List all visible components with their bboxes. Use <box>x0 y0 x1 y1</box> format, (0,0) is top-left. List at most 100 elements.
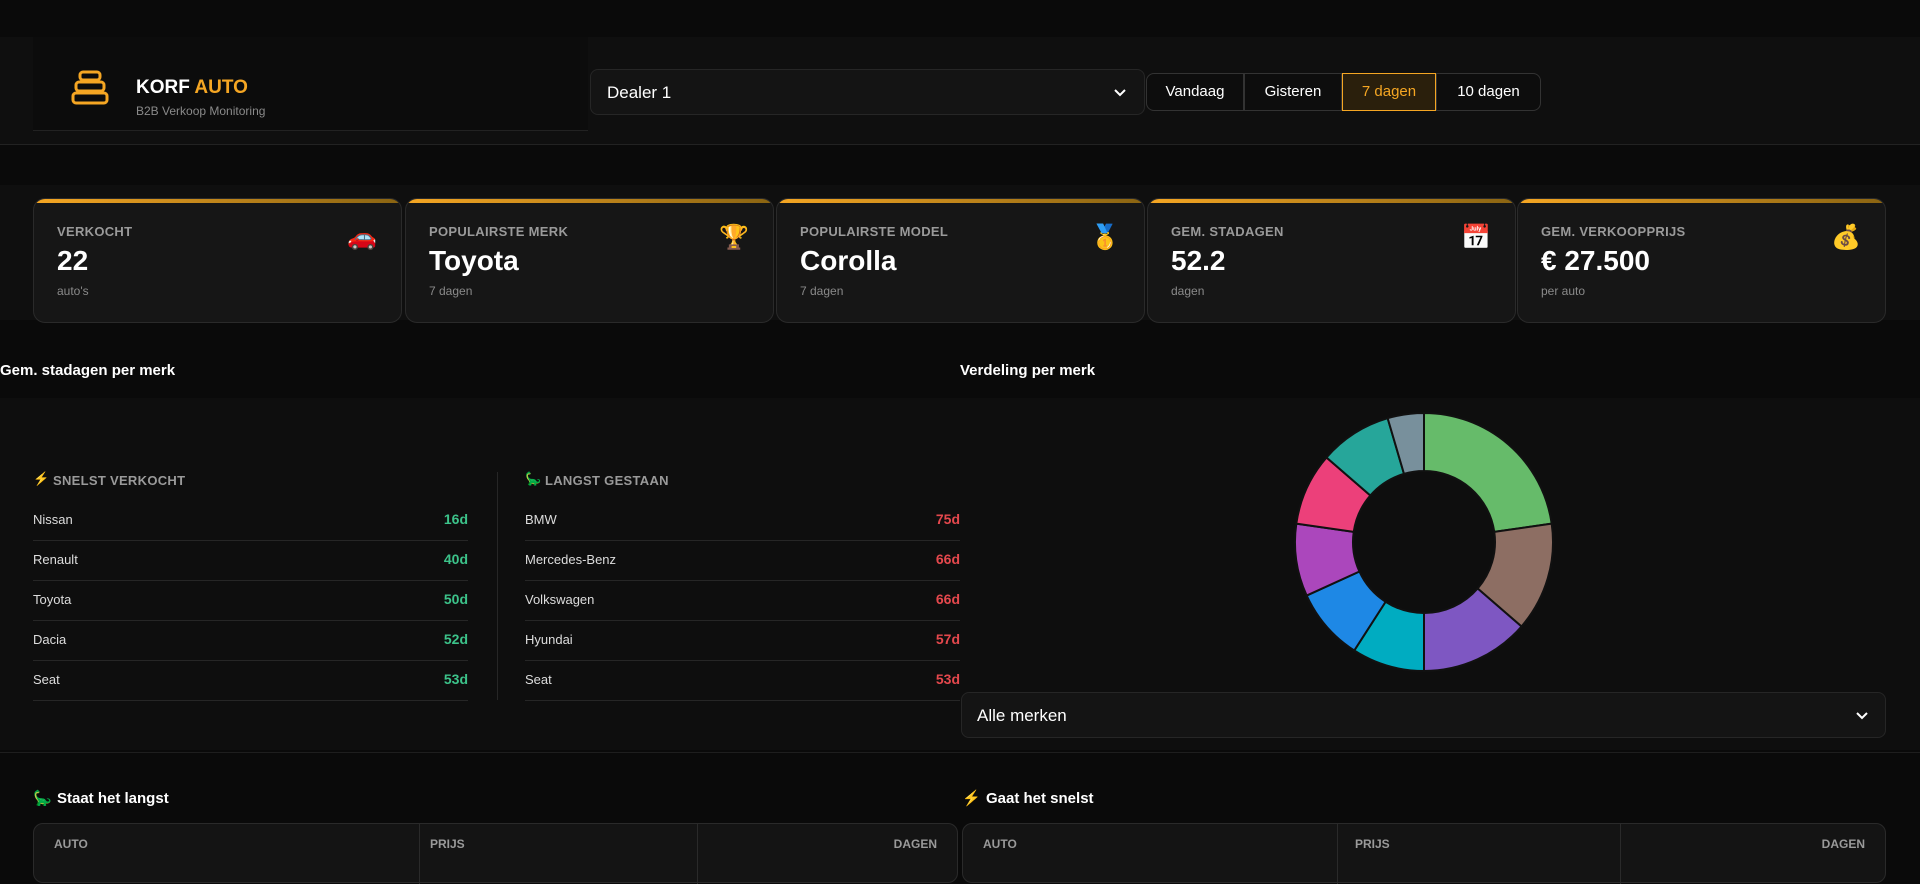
column-header: AUTO <box>983 837 1017 851</box>
stat-sub: auto's <box>57 284 89 298</box>
column-header: PRIJS <box>430 837 465 851</box>
stat-sub: 7 dagen <box>800 284 844 298</box>
row-line <box>525 662 960 701</box>
stat-label: GEM. VERKOOPPRIJS <box>1541 224 1686 239</box>
row-days: 50d <box>443 591 468 607</box>
dealer-select-value: Dealer 1 <box>607 83 672 102</box>
column-header: DAGEN <box>893 837 937 851</box>
logo-icon <box>71 70 109 105</box>
table: AUTO PRIJS DAGEN <box>33 823 958 884</box>
donut-chart <box>1294 411 1554 673</box>
divider <box>0 752 1920 753</box>
table: AUTO PRIJS DAGEN <box>962 823 1886 884</box>
row-brand: Volkswagen <box>525 592 595 607</box>
page: KORF AUTO B2B Verkoop Monitoring Dealer … <box>0 37 1920 884</box>
stat-label: POPULAIRSTE MODEL <box>800 224 949 239</box>
stat-value: Toyota <box>429 245 519 276</box>
period-buttons: Vandaag Gisteren 7 dagen 10 dagen <box>1146 73 1541 111</box>
stat-value: 52.2 <box>1171 245 1226 276</box>
card-accent <box>34 199 401 203</box>
stat-icon: 💰 <box>1831 224 1861 251</box>
list-title: SNELST VERKOCHT <box>53 473 186 488</box>
section-title: Verdeling per merk <box>960 362 1096 379</box>
row-days: 75d <box>935 511 960 527</box>
stat-icon: 🚗 <box>347 224 377 251</box>
row-days: 66d <box>935 551 960 567</box>
row-brand: Toyota <box>33 592 72 607</box>
stat-sub: 7 dagen <box>429 284 473 298</box>
table-title: Gaat het snelst <box>986 790 1094 807</box>
brand-accent: AUTO <box>194 77 248 98</box>
table-title: Staat het langst <box>57 790 169 807</box>
stat-value: € 27.500 <box>1541 245 1650 276</box>
stat-label: VERKOCHT <box>57 224 133 239</box>
logo-box: KORF AUTO B2B Verkoop Monitoring <box>33 37 588 131</box>
period-button[interactable]: 10 dagen <box>1436 73 1541 111</box>
stat-value: 22 <box>57 245 89 276</box>
list-title: LANGST GESTAAN <box>545 473 669 488</box>
stat-card: GEM. STADAGEN 52.2 dagen 📅 <box>1147 198 1516 323</box>
stat-sub: dagen <box>1171 284 1205 298</box>
row-brand: Renault <box>33 552 78 567</box>
period-button[interactable]: Gisteren <box>1244 73 1342 111</box>
row-brand: Seat <box>525 672 552 687</box>
table-icon: 🦕 <box>33 790 52 807</box>
column-divider <box>1620 824 1621 884</box>
row-line <box>525 542 960 581</box>
card-accent <box>406 199 773 203</box>
row-brand: Nissan <box>33 512 73 527</box>
row-line <box>33 502 468 541</box>
row-days: 52d <box>443 631 468 647</box>
row-days: 57d <box>935 631 960 647</box>
card-accent <box>1518 199 1885 203</box>
stat-card: VERKOCHT 22 auto's 🚗 <box>33 198 402 323</box>
brand-select-value: Alle merken <box>977 706 1067 725</box>
row-brand: Seat <box>33 672 60 687</box>
divider <box>497 472 498 700</box>
row-line <box>525 622 960 661</box>
row-brand: Mercedes-Benz <box>525 552 617 567</box>
column-header: AUTO <box>54 837 88 851</box>
row-brand: Hyundai <box>525 632 573 647</box>
row-brand: BMW <box>525 512 557 527</box>
period-button[interactable]: Vandaag <box>1146 73 1244 111</box>
stat-card: POPULAIRSTE MERK Toyota 7 dagen 🏆 <box>405 198 774 323</box>
column-header: DAGEN <box>1821 837 1865 851</box>
list-icon: ⚡ <box>33 471 50 486</box>
stat-icon: 🏆 <box>719 224 749 251</box>
list-icon: 🦕 <box>525 471 542 486</box>
row-line <box>33 542 468 581</box>
dashboard: KORF AUTO B2B Verkoop Monitoring Dealer … <box>0 37 1920 884</box>
row-days: 16d <box>443 511 468 527</box>
stat-label: POPULAIRSTE MERK <box>429 224 569 239</box>
row-days: 53d <box>935 671 960 687</box>
row-line <box>525 502 960 541</box>
period-button[interactable]: 7 dagen <box>1342 73 1436 111</box>
subtitle: B2B Verkoop Monitoring <box>136 104 266 118</box>
chevron <box>1114 89 1126 97</box>
stat-card: POPULAIRSTE MODEL Corolla 7 dagen 🥇 <box>776 198 1145 323</box>
slice <box>1386 411 1425 476</box>
column-divider <box>1337 824 1338 884</box>
brand-select[interactable]: Alle merken <box>961 692 1886 738</box>
charts-band <box>0 398 1920 750</box>
stat-value: Corolla <box>800 245 897 276</box>
dealer-select[interactable]: Dealer 1 <box>590 69 1145 115</box>
row-days: 53d <box>443 671 468 687</box>
brand: KORF AUTO <box>136 77 248 99</box>
row-line <box>33 622 468 661</box>
row-line <box>33 662 468 701</box>
row-line <box>33 582 468 621</box>
brand-primary: KORF <box>136 77 190 98</box>
table-icon: ⚡ <box>962 790 981 807</box>
column-divider <box>419 824 420 884</box>
column-divider <box>697 824 698 884</box>
section-title: Gem. stadagen per merk <box>0 362 176 379</box>
stat-icon: 📅 <box>1461 224 1491 251</box>
stat-icon: 🥇 <box>1090 224 1120 251</box>
row-brand: Dacia <box>33 632 67 647</box>
stat-card: GEM. VERKOOPPRIJS € 27.500 per auto 💰 <box>1517 198 1886 323</box>
card-accent <box>1148 199 1515 203</box>
column-header: PRIJS <box>1355 837 1390 851</box>
card-accent <box>777 199 1144 203</box>
